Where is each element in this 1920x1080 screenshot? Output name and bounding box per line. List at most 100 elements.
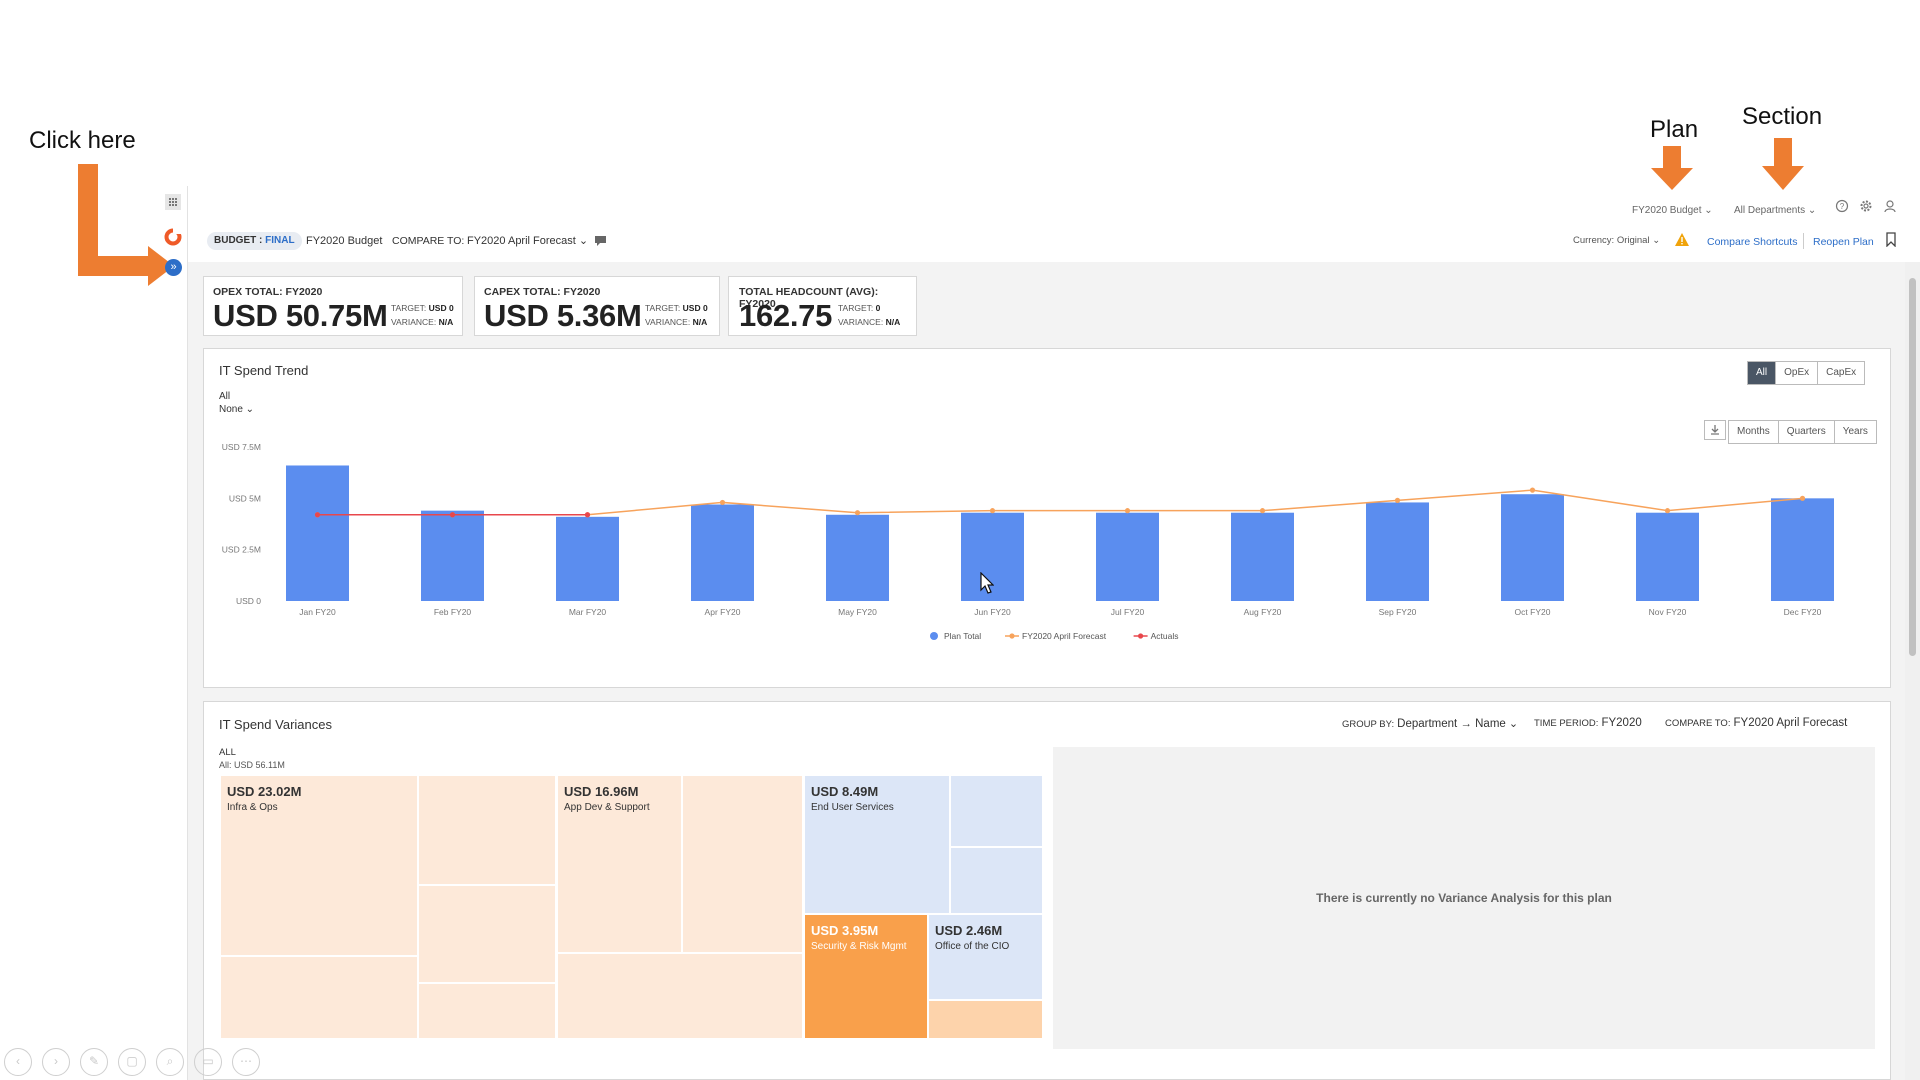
annotation-section: Section (1742, 103, 1823, 130)
pen-tool-button[interactable]: ✎ (80, 1048, 108, 1076)
slides-overview-button[interactable]: ▢ (118, 1048, 146, 1076)
treemap-block-label: Infra & Ops (227, 802, 278, 813)
time-period-control[interactable]: TIME PERIOD: FY2020 (1534, 717, 1642, 729)
help-icon[interactable]: ? (1835, 199, 1849, 213)
bar-plan-total (286, 465, 349, 601)
annotation-arrow-horizontal (78, 256, 152, 276)
scrollbar-thumb[interactable] (1909, 278, 1916, 656)
annotation-arrow-vertical (78, 164, 98, 276)
comment-icon[interactable] (593, 234, 608, 248)
treemap-block-infra-ops[interactable]: USD 23.02M Infra & Ops (220, 775, 418, 956)
more-options-button[interactable]: ⋯ (232, 1048, 260, 1076)
series-point (719, 499, 726, 506)
treemap-sub-block[interactable] (950, 775, 1043, 847)
scrollbar-track[interactable] (1905, 262, 1920, 1080)
plan-selector[interactable]: FY2020 Budget ⌄ (1632, 205, 1713, 216)
gear-icon[interactable] (1859, 199, 1873, 213)
compare-selector[interactable]: FY2020 April Forecast ⌄ (467, 235, 589, 247)
download-icon (1711, 425, 1719, 435)
panel-title: IT Spend Variances (219, 717, 332, 732)
y-tick-label: USD 2.5M (222, 545, 261, 555)
bar-plan-total (1096, 512, 1159, 601)
x-tick-label: Oct FY20 (1515, 607, 1551, 617)
filter-none-selector[interactable]: None ⌄ (219, 404, 255, 415)
treemap-sub-block[interactable] (928, 1000, 1043, 1039)
x-tick-label: Jul FY20 (1111, 607, 1145, 617)
bar-plan-total (1366, 502, 1429, 601)
chevron-down-icon: ⌄ (1505, 718, 1519, 730)
treemap-block-value: USD 23.02M (227, 784, 302, 799)
bookmark-icon[interactable] (1885, 232, 1897, 247)
user-icon[interactable] (1883, 199, 1897, 213)
treemap-block-label: App Dev & Support (564, 802, 650, 813)
kpi-value: 162.75 (739, 298, 833, 333)
kpi-title: OPEX TOTAL: FY2020 (213, 286, 323, 298)
previous-slide-button[interactable]: ‹ (4, 1048, 32, 1076)
kpi-value: USD 50.75M (213, 298, 388, 333)
y-tick-label: USD 5M (229, 493, 261, 503)
reopen-plan-link[interactable]: Reopen Plan (1813, 236, 1874, 248)
zoom-button[interactable]: ⌕ (156, 1048, 184, 1076)
treemap-sub-block[interactable] (950, 847, 1043, 914)
it-spend-variances-panel: IT Spend Variances GROUP BY: Department … (203, 701, 1891, 1080)
treemap-sub-block[interactable] (682, 775, 803, 953)
toggle-quarters[interactable]: Quarters (1778, 421, 1835, 443)
toggle-months[interactable]: Months (1729, 421, 1779, 443)
series-point (314, 512, 321, 518)
series-point (1529, 487, 1536, 493)
toggle-capex[interactable]: CapEx (1818, 362, 1865, 384)
toggle-years[interactable]: Years (1834, 421, 1876, 443)
treemap-block-value: USD 3.95M (811, 923, 879, 938)
x-tick-label: Feb FY20 (434, 607, 472, 617)
toggle-opex[interactable]: OpEx (1776, 362, 1819, 384)
expand-panel-button[interactable]: » (165, 259, 182, 276)
treemap-block-end-user-services[interactable]: USD 8.49M End User Services (804, 775, 950, 914)
subtitles-button[interactable]: ▭ (194, 1048, 222, 1076)
treemap-block-app-dev[interactable]: USD 16.96M App Dev & Support (557, 775, 682, 953)
treemap-sub-block[interactable] (418, 983, 556, 1039)
toggle-all[interactable]: All (1748, 362, 1777, 384)
variance-analysis-empty: There is currently no Variance Analysis … (1053, 747, 1875, 1049)
period-toggle: Months Quarters Years (1728, 420, 1877, 444)
spend-type-toggle: All OpEx CapEx (1747, 361, 1866, 385)
x-tick-label: May FY20 (838, 607, 877, 617)
download-button[interactable] (1704, 420, 1726, 440)
compare-shortcuts-link[interactable]: Compare Shortcuts (1707, 236, 1798, 248)
svg-text:?: ? (1840, 202, 1845, 211)
warning-icon[interactable] (1675, 233, 1689, 246)
it-spend-trend-panel: IT Spend Trend All None ⌄ All OpEx CapEx… (203, 348, 1891, 688)
group-by-control[interactable]: GROUP BY: Department → Name ⌄ (1342, 718, 1519, 730)
section-selector[interactable]: All Departments ⌄ (1734, 205, 1817, 216)
x-tick-label: Dec FY20 (1784, 607, 1822, 617)
legend-label: Plan Total (944, 631, 981, 641)
treemap-sub-block[interactable] (220, 956, 418, 1039)
empty-state-message: There is currently no Variance Analysis … (1316, 891, 1612, 905)
next-slide-button[interactable]: › (42, 1048, 70, 1076)
bar-plan-total (1636, 512, 1699, 601)
treemap-sub-block[interactable] (418, 775, 556, 885)
annotation-click-here: Click here (29, 127, 136, 154)
treemap-block-office-cio[interactable]: USD 2.46M Office of the CIO (928, 914, 1043, 1000)
treemap-sub-block[interactable] (418, 885, 556, 983)
annotation-arrowhead-right (148, 246, 174, 286)
bar-plan-total (691, 504, 754, 601)
variance-compare-control[interactable]: COMPARE TO: FY2020 April Forecast (1665, 717, 1848, 729)
y-tick-label: USD 7.5M (222, 442, 261, 452)
currency-selector[interactable]: Currency: Original ⌄ (1573, 235, 1661, 246)
series-point (1259, 508, 1266, 514)
legend-marker (930, 632, 938, 640)
bar-plan-total (421, 510, 484, 601)
series-point (1799, 495, 1806, 501)
chevron-down-icon: ⌄ (1805, 205, 1817, 216)
chevron-down-icon: ⌄ (1701, 205, 1713, 216)
legend-marker (1009, 633, 1015, 639)
department-treemap: USD 23.02M Infra & Ops USD 16.96M App De… (220, 775, 1043, 1039)
series-point (989, 508, 996, 514)
x-tick-label: Jun FY20 (974, 607, 1011, 617)
kpi-value: USD 5.36M (484, 298, 642, 333)
treemap-block-security-risk[interactable]: USD 3.95M Security & Risk Mgmt (804, 914, 928, 1039)
treemap-sub-block[interactable] (557, 953, 803, 1039)
apps-grid-icon[interactable] (165, 194, 181, 210)
treemap-block-label: End User Services (811, 802, 894, 813)
plan-status-badge: BUDGET : FINAL (207, 232, 302, 250)
